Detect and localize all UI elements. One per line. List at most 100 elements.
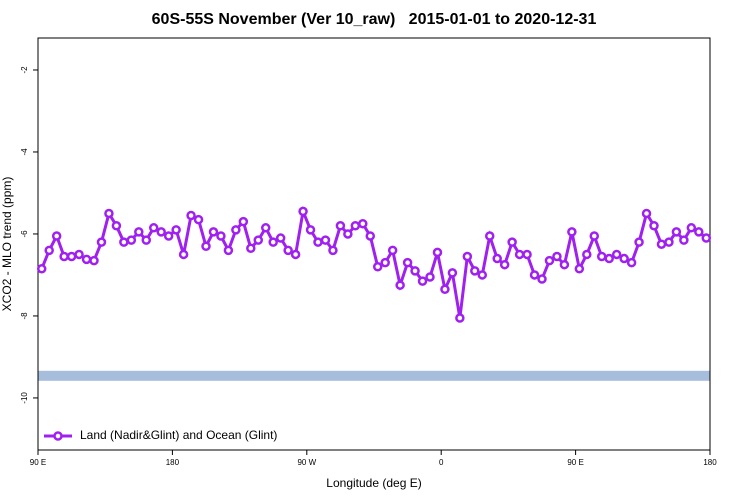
- point: [246, 243, 256, 254]
- point: [81, 254, 92, 265]
- y-tick-label: -10: [20, 392, 29, 404]
- point: [440, 284, 450, 295]
- legend-label: Land (Nadir&Glint) and Ocean (Glint): [80, 428, 277, 442]
- y-tick-label: -4: [20, 148, 29, 156]
- point: [387, 245, 398, 256]
- point: [178, 249, 189, 260]
- point: [604, 253, 614, 264]
- point: [298, 206, 308, 217]
- point: [514, 249, 525, 260]
- point: [156, 227, 166, 237]
- point: [470, 266, 480, 276]
- legend-marker: [53, 431, 63, 441]
- point: [163, 231, 174, 241]
- point: [253, 235, 264, 245]
- point: [193, 214, 204, 225]
- point: [343, 229, 353, 239]
- point: [477, 270, 488, 280]
- point: [611, 249, 622, 260]
- x-tick-label: 180: [703, 458, 717, 467]
- point: [328, 245, 338, 256]
- point: [96, 237, 107, 247]
- y-tick-label: -8: [20, 312, 29, 320]
- point: [358, 218, 368, 229]
- point: [462, 251, 473, 262]
- y-tick-label: -6: [20, 230, 29, 238]
- point: [492, 253, 502, 264]
- point: [395, 280, 405, 290]
- point: [507, 237, 517, 247]
- point: [372, 262, 383, 272]
- point: [589, 231, 600, 241]
- point: [559, 259, 570, 270]
- point: [238, 216, 249, 227]
- point: [686, 223, 697, 233]
- y-tick-label: -2: [20, 66, 29, 74]
- point: [656, 239, 667, 249]
- x-tick-label: 90 W: [297, 458, 316, 467]
- point: [694, 227, 704, 237]
- point: [596, 251, 607, 262]
- point: [634, 237, 644, 247]
- point: [649, 221, 659, 231]
- point: [126, 235, 137, 245]
- point: [171, 225, 181, 235]
- point: [671, 227, 682, 237]
- point: [432, 247, 443, 258]
- y-axis-label: XCO2 - MLO trend (ppm): [0, 177, 14, 312]
- point: [74, 249, 84, 260]
- point: [619, 253, 629, 264]
- point: [626, 257, 637, 268]
- chart-title: 60S-55S November (Ver 10_raw) 2015-01-01…: [152, 11, 597, 28]
- point: [216, 231, 226, 241]
- point: [499, 259, 510, 270]
- x-axis-label: Longitude (deg E): [326, 476, 421, 490]
- point: [417, 276, 428, 286]
- point: [260, 223, 271, 233]
- point: [313, 237, 323, 247]
- point: [537, 274, 547, 284]
- point: [350, 221, 361, 231]
- point: [36, 264, 47, 274]
- point: [275, 233, 286, 243]
- point: [59, 251, 69, 262]
- point: [223, 245, 234, 256]
- point: [119, 237, 129, 247]
- point: [522, 249, 532, 260]
- point: [574, 264, 585, 274]
- x-tick-label: 180: [166, 458, 180, 467]
- point: [529, 270, 540, 280]
- point: [231, 225, 241, 235]
- coverage-band: [38, 370, 710, 381]
- point: [455, 313, 465, 323]
- point: [484, 231, 495, 241]
- point: [552, 251, 562, 262]
- point: [447, 268, 458, 278]
- point: [701, 233, 712, 243]
- point: [425, 272, 435, 282]
- point: [201, 241, 211, 252]
- point: [305, 225, 316, 235]
- point: [51, 231, 62, 241]
- point: [186, 210, 196, 221]
- point: [335, 221, 346, 231]
- point: [365, 231, 376, 241]
- point: [208, 227, 219, 237]
- point: [268, 237, 278, 247]
- x-tick-label: 90 E: [567, 458, 583, 467]
- x-tick-label: 0: [439, 458, 444, 467]
- point: [664, 237, 674, 247]
- point: [410, 266, 420, 276]
- point: [402, 257, 413, 268]
- point: [111, 221, 122, 231]
- point: [89, 255, 99, 266]
- point: [134, 227, 144, 237]
- point: [141, 235, 152, 245]
- point: [544, 255, 555, 266]
- point: [567, 227, 577, 237]
- point: [44, 245, 54, 256]
- point: [283, 245, 293, 256]
- point: [148, 223, 159, 233]
- point: [104, 208, 114, 219]
